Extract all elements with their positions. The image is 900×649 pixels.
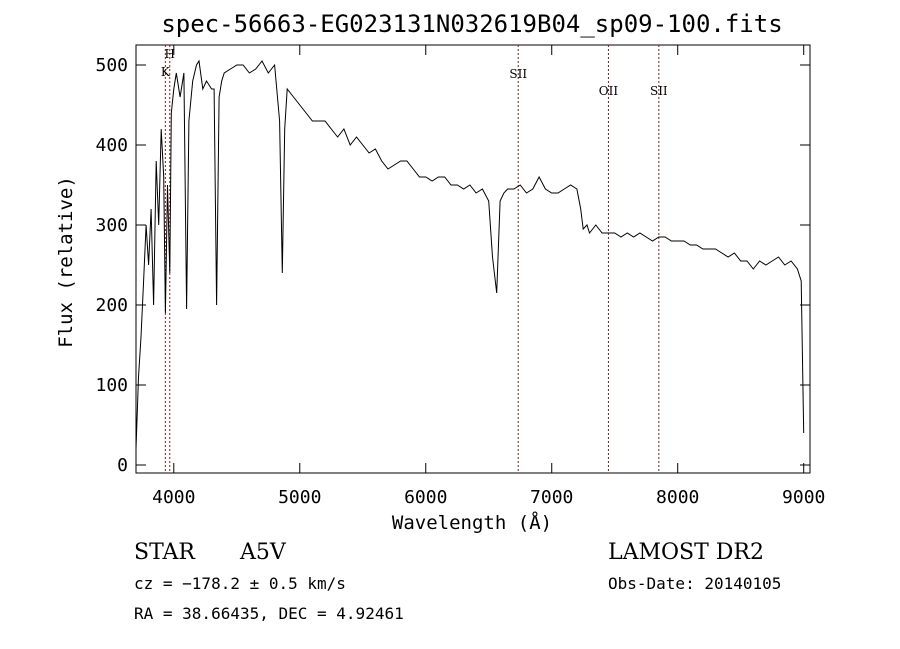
y-tick-label: 300 [95, 215, 128, 236]
x-tick-label: 6000 [404, 487, 447, 508]
y-tick-label: 100 [95, 375, 128, 396]
object-subclass: A5V [239, 540, 287, 565]
line-marker-label: H [165, 47, 175, 61]
object-class: STAR [134, 540, 196, 565]
x-tick-label: 7000 [530, 487, 573, 508]
x-tick-label: 5000 [278, 487, 321, 508]
y-tick-label: 400 [95, 135, 128, 156]
axis-ticks: 4000 5000 6000 7000 8000 9000 0 100 200 300 400 500 [95, 45, 825, 508]
line-markers: HK SII OII SII [161, 45, 668, 473]
x-tick-label: 9000 [782, 487, 825, 508]
survey-name: LAMOST DR2 [608, 540, 764, 565]
spectrum-line [135, 59, 805, 450]
y-tick-label: 200 [95, 295, 128, 316]
y-axis-label: Flux (relative) [55, 176, 77, 348]
line-marker-label: OII [599, 84, 619, 98]
ra-dec: RA = 38.66435, DEC = 4.92461 [134, 604, 404, 623]
chart-title: spec-56663-EG023131N032619B04_sp09-100.f… [161, 10, 782, 38]
x-tick-label: 4000 [152, 487, 195, 508]
line-marker-label: K [161, 65, 171, 79]
plot-frame [135, 44, 811, 474]
redshift-cz: cz = −178.2 ± 0.5 km/s [134, 574, 346, 593]
y-tick-label: 500 [95, 55, 128, 76]
line-marker-label: SII [509, 67, 527, 81]
obs-date: Obs-Date: 20140105 [608, 574, 781, 593]
y-tick-label: 0 [117, 455, 128, 476]
x-tick-label: 8000 [656, 487, 699, 508]
line-marker-label: SII [650, 84, 668, 98]
x-axis-label: Wavelength (Å) [392, 511, 552, 534]
